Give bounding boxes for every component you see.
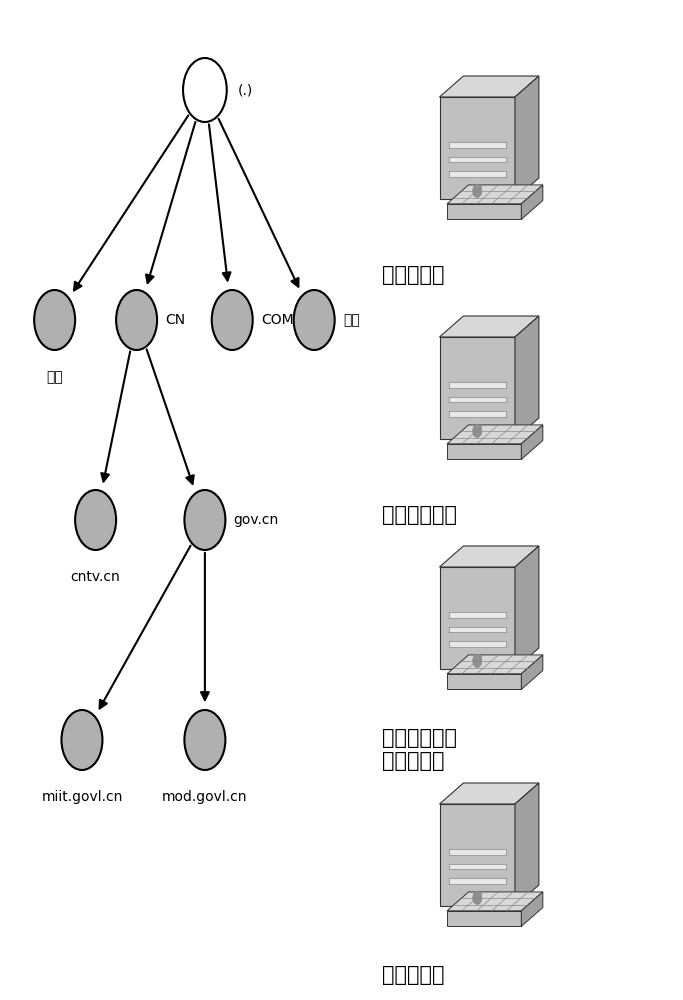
Polygon shape [447,655,543,674]
Polygon shape [440,97,515,199]
Circle shape [34,290,75,350]
Text: COM: COM [261,313,294,327]
Polygon shape [447,204,521,219]
Text: gov.cn: gov.cn [234,513,279,527]
Polygon shape [515,783,539,906]
Polygon shape [521,425,543,459]
Polygon shape [440,783,539,804]
Text: (.): (.) [238,83,253,97]
Polygon shape [447,674,521,689]
Text: 顶级域名系统: 顶级域名系统 [382,505,458,525]
Circle shape [473,424,482,437]
Polygon shape [440,804,515,906]
Polygon shape [440,337,515,439]
Polygon shape [447,444,521,459]
Polygon shape [521,655,543,689]
Text: 根域名系统: 根域名系统 [382,265,445,285]
Polygon shape [449,382,506,388]
Polygon shape [447,185,543,204]
Polygon shape [440,76,539,97]
Circle shape [61,710,102,770]
Polygon shape [447,892,543,911]
Polygon shape [515,546,539,669]
Polygon shape [449,849,506,855]
Polygon shape [447,911,521,926]
Polygon shape [449,397,506,402]
Polygon shape [449,411,506,417]
Text: CN: CN [165,313,185,327]
Text: 递归服务器: 递归服务器 [382,965,445,985]
Polygon shape [440,567,515,669]
Polygon shape [449,142,506,148]
Polygon shape [521,185,543,219]
Polygon shape [449,641,506,647]
Text: miit.govl.cn: miit.govl.cn [41,790,123,804]
Circle shape [294,290,335,350]
Polygon shape [449,612,506,618]
Circle shape [183,58,227,122]
Circle shape [75,490,116,550]
Polygon shape [440,546,539,567]
Text: cntv.cn: cntv.cn [71,570,120,584]
Text: 网络: 网络 [46,370,63,384]
Polygon shape [449,157,506,162]
Polygon shape [449,864,506,869]
Circle shape [184,710,225,770]
Circle shape [184,490,225,550]
Circle shape [116,290,157,350]
Polygon shape [515,316,539,439]
Polygon shape [515,76,539,199]
Polygon shape [521,892,543,926]
Polygon shape [449,878,506,884]
Circle shape [212,290,253,350]
Polygon shape [440,316,539,337]
Text: 公司: 公司 [343,313,360,327]
Text: 二级及二级以
下域名系统: 二级及二级以 下域名系统 [382,728,458,771]
Polygon shape [447,425,543,444]
Circle shape [473,184,482,197]
Polygon shape [449,171,506,177]
Circle shape [473,654,482,667]
Text: mod.govl.cn: mod.govl.cn [162,790,248,804]
Polygon shape [449,627,506,632]
Circle shape [473,891,482,904]
